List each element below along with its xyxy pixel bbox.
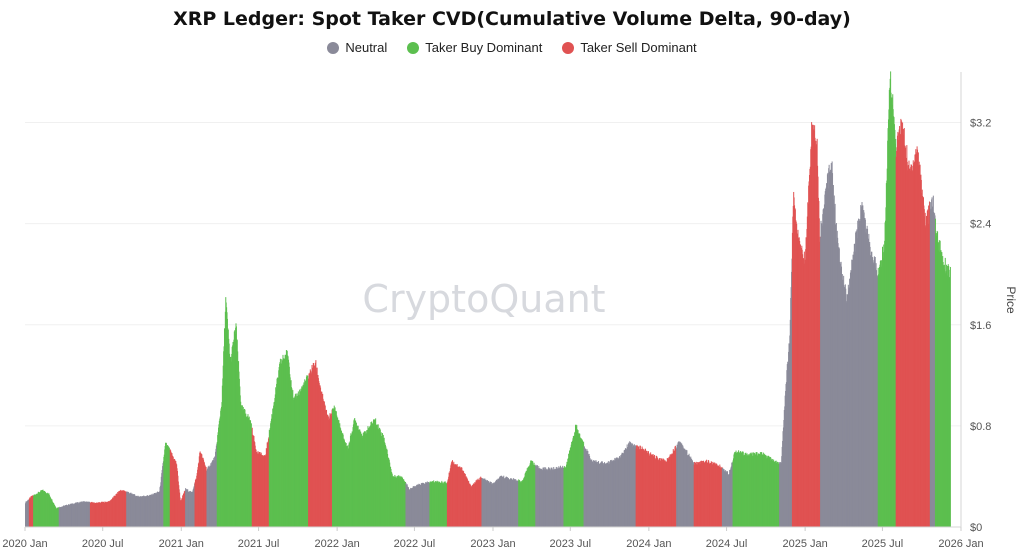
bar-series: [25, 71, 951, 528]
legend-label-taker-buy: Taker Buy Dominant: [425, 40, 543, 55]
x-tick-label: 2021 Jul: [238, 538, 280, 550]
y-tick-label: $1.6: [970, 320, 991, 332]
legend-label-neutral: Neutral: [345, 40, 388, 55]
legend-label-taker-sell: Taker Sell Dominant: [580, 40, 697, 55]
y-tick-label: $0.8: [970, 421, 991, 433]
x-tick-label: 2020 Jul: [82, 538, 124, 550]
legend-dot-taker-buy: [407, 41, 420, 54]
x-tick-label: 2024 Jul: [706, 538, 748, 550]
x-tick-label: 2020 Jan: [2, 538, 47, 550]
y-tick-label: $0: [970, 522, 982, 534]
x-tick-label: 2022 Jan: [315, 538, 360, 550]
legend-item-taker-sell[interactable]: Taker Sell Dominant: [562, 40, 697, 55]
y-tick-label: $3.2: [970, 118, 991, 130]
legend-dot-neutral: [327, 41, 340, 54]
legend-item-taker-buy[interactable]: Taker Buy Dominant: [407, 40, 542, 55]
x-tick-label: 2023 Jul: [549, 538, 591, 550]
x-tick-label: 2022 Jul: [394, 538, 436, 550]
x-tick-label: 2024 Jan: [626, 538, 671, 550]
chart-title: XRP Ledger: Spot Taker CVD(Cumulative Vo…: [173, 8, 851, 30]
chart-legend: Neutral Taker Buy Dominant Taker Sell Do…: [0, 40, 1024, 55]
watermark-text: CryptoQuant: [362, 277, 605, 321]
y-axis-label: Price: [1004, 286, 1018, 314]
x-tick-label: 2026 Jan: [938, 538, 983, 550]
x-tick-label: 2021 Jan: [159, 538, 204, 550]
x-tick-label: 2025 Jul: [862, 538, 904, 550]
x-axis-ticks: 2020 Jan 2020 Jul 2021 Jan 2021 Jul 2022 Jan…: [2, 527, 984, 550]
price-bar: [949, 266, 951, 527]
legend-dot-taker-sell: [562, 41, 575, 54]
x-tick-label: 2025 Jan: [783, 538, 828, 550]
x-tick-label: 2023 Jan: [470, 538, 515, 550]
y-axis-ticks: $0 $0.8 $1.6 $2.4 $3.2: [970, 118, 991, 534]
legend-item-neutral[interactable]: Neutral: [327, 40, 387, 55]
y-tick-label: $2.4: [970, 219, 991, 231]
